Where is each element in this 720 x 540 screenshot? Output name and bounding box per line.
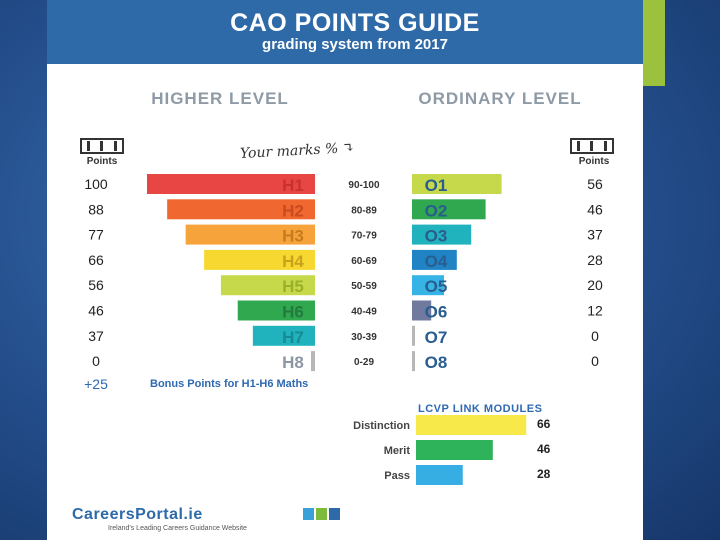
blue-square-icon xyxy=(303,508,314,520)
cao-logo-icon xyxy=(570,138,614,154)
careersportal-tagline: Ireland's Leading Careers Guidance Websi… xyxy=(108,525,247,532)
lcvp-points-value: 28 xyxy=(537,467,551,481)
ordinary-points-value: 20 xyxy=(587,277,603,293)
mark-range-label: 50-59 xyxy=(351,281,377,292)
lcvp-category-label: Distinction xyxy=(353,420,410,432)
higher-level-bar xyxy=(167,199,315,220)
higher-grade-label: H8 xyxy=(282,353,304,372)
mark-range-label: 90-100 xyxy=(348,180,380,191)
higher-level-bar xyxy=(185,224,315,245)
mark-range-label: 30-39 xyxy=(351,332,377,343)
cao-logo-icon xyxy=(80,138,124,154)
lcvp-category-label: Pass xyxy=(384,470,410,482)
higher-grade-label: H6 xyxy=(282,303,304,322)
higher-points-value: 56 xyxy=(88,277,104,293)
page-subtitle: grading system from 2017 xyxy=(262,36,448,53)
ordinary-level-bar xyxy=(412,174,502,194)
higher-points-value: 46 xyxy=(88,303,104,319)
higher-level-bar xyxy=(237,300,315,321)
ordinary-level-bar xyxy=(412,325,415,346)
lcvp-points-value: 46 xyxy=(537,442,551,456)
higher-level-bar xyxy=(220,275,315,296)
higher-points-value: 77 xyxy=(88,227,104,243)
ordinary-grade-label: O8 xyxy=(425,353,448,372)
higher-grade-label: H1 xyxy=(282,176,304,195)
ordinary-grade-label: O1 xyxy=(425,176,448,195)
lcvp-bar xyxy=(416,440,493,460)
ordinary-grade-label: O3 xyxy=(425,227,448,246)
lcvp-bar xyxy=(416,415,527,435)
higher-grade-label: H4 xyxy=(282,252,304,271)
higher-points-value: 37 xyxy=(88,328,104,344)
higher-grade-label: H3 xyxy=(282,227,304,246)
ordinary-level-bar xyxy=(412,249,457,270)
higher-grade-label: H5 xyxy=(282,277,304,296)
higher-grade-label: H2 xyxy=(282,201,304,220)
points-heading-left: Points xyxy=(86,156,118,167)
accent-bar xyxy=(643,0,665,86)
ordinary-points-value: 46 xyxy=(587,201,603,217)
ordinary-level-heading: ORDINARY LEVEL xyxy=(418,89,582,108)
higher-points-value: 88 xyxy=(88,201,104,217)
higher-level-bar xyxy=(252,325,315,346)
ordinary-grade-label: O2 xyxy=(425,201,448,220)
ordinary-grade-label: O7 xyxy=(425,328,448,347)
points-guide-card xyxy=(47,0,643,540)
page-title: CAO POINTS GUIDE xyxy=(230,9,480,37)
ordinary-level-bar xyxy=(412,351,415,372)
lcvp-category-label: Merit xyxy=(384,445,411,457)
ordinary-points-value: 37 xyxy=(587,227,603,243)
mark-range-label: 40-49 xyxy=(351,307,377,318)
higher-level-bar xyxy=(311,351,315,372)
ordinary-level-bar xyxy=(412,275,444,296)
header-banner xyxy=(47,0,643,64)
navy-square-icon xyxy=(329,508,340,520)
higher-level-bar xyxy=(147,174,315,194)
higher-points-value: 66 xyxy=(88,252,104,268)
higher-points-value: 100 xyxy=(84,176,108,192)
points-heading-right: Points xyxy=(578,156,610,167)
ordinary-points-value: 0 xyxy=(591,353,599,369)
ordinary-points-value: 28 xyxy=(587,252,603,268)
ordinary-grade-label: O4 xyxy=(425,252,448,271)
green-square-icon xyxy=(316,508,327,520)
higher-level-heading: HIGHER LEVEL xyxy=(151,89,289,108)
mark-range-label: 70-79 xyxy=(351,231,377,242)
careersportal-logo: CareersPortal.ie xyxy=(72,506,203,523)
ordinary-level-bar xyxy=(412,224,472,245)
mark-range-label: 60-69 xyxy=(351,256,377,267)
lcvp-bar xyxy=(416,465,463,485)
lcvp-points-value: 66 xyxy=(537,417,551,431)
mark-range-label: 0-29 xyxy=(354,357,374,368)
bonus-label: Bonus Points for H1-H6 Maths xyxy=(150,378,309,390)
lcvp-title: LCVP LINK MODULES xyxy=(418,403,543,415)
ordinary-grade-label: O6 xyxy=(425,303,448,322)
ordinary-points-value: 56 xyxy=(587,176,603,192)
ordinary-level-bar xyxy=(412,199,486,220)
higher-points-value: 0 xyxy=(92,353,100,369)
ordinary-level-bar xyxy=(412,300,432,321)
ordinary-points-value: 0 xyxy=(591,328,599,344)
higher-level-bar xyxy=(204,249,315,270)
mark-range-label: 80-89 xyxy=(351,205,377,216)
higher-grade-label: H7 xyxy=(282,328,304,347)
ordinary-grade-label: O5 xyxy=(425,277,448,296)
ordinary-points-value: 12 xyxy=(587,303,603,319)
logo-icons xyxy=(303,508,340,520)
bonus-points: +25 xyxy=(84,376,108,392)
